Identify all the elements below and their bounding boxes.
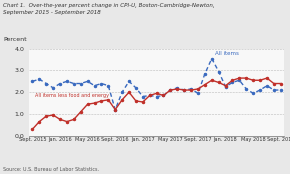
Text: Chart 1.  Over-the-year percent change in CPI-U, Boston-Cambridge-Newton,: Chart 1. Over-the-year percent change in… [3, 3, 215, 8]
Text: All items less food and energy: All items less food and energy [35, 93, 108, 98]
Text: September 2015 - September 2018: September 2015 - September 2018 [3, 10, 101, 15]
Text: Percent: Percent [3, 37, 27, 42]
Text: Source: U.S. Bureau of Labor Statistics.: Source: U.S. Bureau of Labor Statistics. [3, 167, 99, 172]
Text: All items: All items [215, 51, 239, 56]
